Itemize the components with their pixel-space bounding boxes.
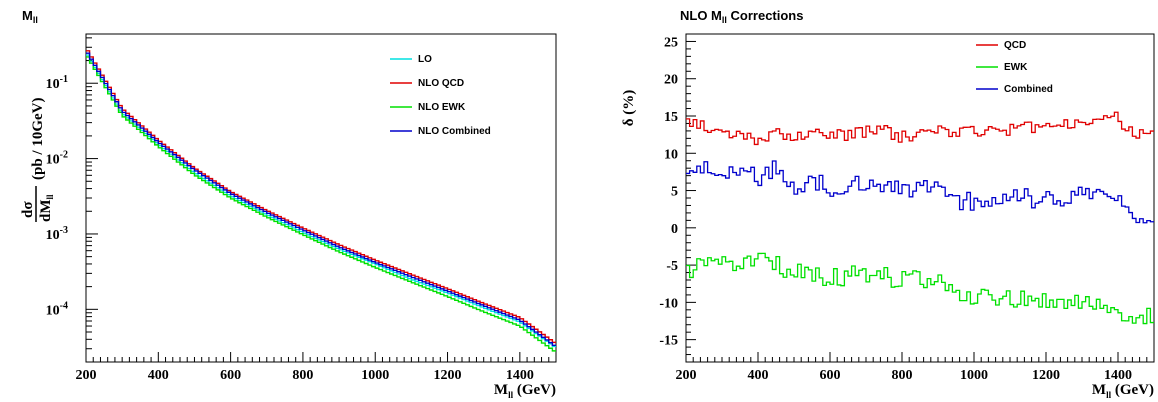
right-axis-ticks: 200 400 600 800 1000 1200 1400 -15 -10 -5 0 5 10 15 20… — [659, 33, 1155, 383]
x-tick-label: 1400 — [1104, 368, 1132, 383]
left-y-axis-title-numerator: dσ — [20, 201, 36, 218]
series-line-ewk — [686, 252, 1154, 325]
left-title: Mll — [22, 8, 38, 25]
x-tick-label: 800 — [892, 368, 913, 383]
y-tick-label: 20 — [664, 73, 678, 88]
series-line-combined — [686, 160, 1154, 224]
series-line-lo — [86, 54, 556, 348]
legend-label: Combined — [1004, 84, 1053, 95]
y-tick-label: 0 — [671, 222, 678, 237]
series-line-nlo-ewk — [86, 56, 556, 352]
legend-label: EWK — [1004, 62, 1028, 73]
right-plot-frame — [685, 33, 1155, 363]
x-tick-label: 1200 — [434, 368, 462, 383]
left-series-group — [86, 50, 556, 352]
legend-label: QCD — [1004, 40, 1026, 51]
right-title: NLO Mll Corrections — [680, 8, 803, 25]
left-y-axis-title-denominator: dMll — [38, 194, 55, 222]
x-tick-label: 400 — [148, 368, 169, 383]
legend-label: NLO Combined — [418, 126, 491, 137]
x-tick-label: 200 — [676, 368, 697, 383]
x-tick-label: 1000 — [960, 368, 988, 383]
y-tick-label: 10-1 — [46, 74, 68, 92]
x-tick-label: 800 — [292, 368, 313, 383]
right-y-axis-title: δ (%) — [621, 90, 637, 127]
left-axis-ticks: 200 400 600 800 1000 1200 1400 10-1 10-2 10-3 10-4 — [46, 37, 557, 383]
y-tick-label: 10 — [664, 147, 678, 162]
series-line-nlo-combined — [86, 52, 556, 346]
y-tick-label: -5 — [666, 259, 678, 274]
left-panel: Mll dσ dMll (pb / 10GeV) 200 400 600 800 100… — [20, 8, 557, 400]
right-panel: NLO Mll Corrections δ (%) 200 400 600 800 10… — [621, 8, 1155, 400]
y-tick-label: -10 — [659, 296, 678, 311]
y-tick-label: 25 — [664, 35, 678, 50]
series-line-nlo-qcd — [86, 50, 556, 344]
y-tick-label: 10-2 — [46, 150, 68, 168]
legend-label: NLO QCD — [418, 78, 464, 89]
x-tick-label: 600 — [820, 368, 841, 383]
legend-label: LO — [418, 54, 432, 65]
y-tick-label: 15 — [664, 110, 678, 125]
y-tick-label: 5 — [671, 185, 678, 200]
right-x-axis-title: Mll (GeV) — [1092, 382, 1154, 400]
legend-label: NLO EWK — [418, 102, 466, 113]
series-line-qcd — [686, 111, 1154, 146]
x-tick-label: 200 — [76, 368, 97, 383]
x-tick-label: 400 — [748, 368, 769, 383]
y-tick-label: 10-4 — [46, 300, 68, 318]
right-legend: QCD EWK Combined — [976, 40, 1053, 95]
y-tick-label: -15 — [659, 334, 678, 349]
x-tick-label: 1000 — [361, 368, 389, 383]
left-y-axis-title-unit: (pb / 10GeV) — [30, 97, 46, 180]
y-tick-label: 10-3 — [46, 225, 68, 243]
left-x-axis-title: Mll (GeV) — [494, 382, 556, 400]
x-tick-label: 1200 — [1032, 368, 1060, 383]
left-legend: LO NLO QCD NLO EWK NLO Combined — [390, 54, 491, 137]
x-tick-label: 600 — [220, 368, 241, 383]
left-y-axis-title: dσ dMll (pb / 10GeV) — [20, 97, 55, 222]
x-tick-label: 1400 — [506, 368, 534, 383]
right-series-group — [686, 111, 1154, 325]
